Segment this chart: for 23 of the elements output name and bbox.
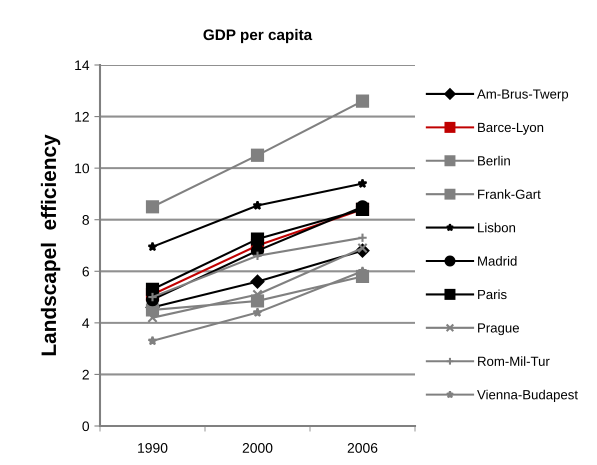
legend-label: Am-Brus-Twerp [477, 89, 568, 102]
y-tick-label: 10 [75, 163, 90, 174]
y-tick-label: 0 [82, 421, 90, 432]
y-tick-label: 14 [75, 60, 90, 70]
x-tick-label: 1990 [138, 443, 168, 453]
y-tick-label: 12 [75, 112, 89, 122]
legend-label: Rom-Mil-Tur [478, 356, 550, 366]
chart-title: GDP per capita [204, 28, 312, 44]
x-tick-label: 2006 [348, 443, 378, 453]
legend-label: Berlin [478, 156, 510, 166]
legend-label: Barce-Lyon [478, 122, 544, 135]
legend-label: Vienna-Budapest [477, 390, 578, 402]
legend-label: Madrid [478, 256, 516, 266]
y-tick-label: 8 [82, 215, 89, 225]
legend-label: Prague [478, 323, 519, 336]
y-tick-label: 4 [82, 318, 90, 328]
y-tick-label: 2 [82, 370, 89, 380]
legend-label: Frank-Gart [478, 189, 541, 199]
x-tick-label: 2000 [242, 443, 272, 453]
y-tick-label: 6 [82, 266, 89, 276]
legend-label: Paris [478, 289, 507, 300]
legend-label: Lisbon [478, 222, 516, 232]
y-axis-title: Landscapel efficiency [40, 134, 60, 356]
